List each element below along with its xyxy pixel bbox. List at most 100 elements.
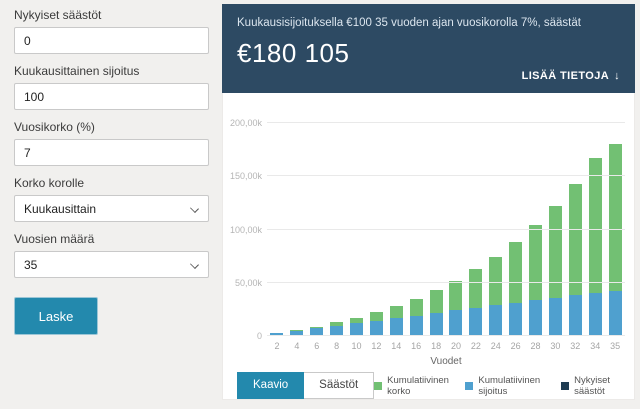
x-axis-ticks: 2 4 6 8 10 12 14 16 18 20 22 24 26 28 30 32 34 35 [267, 341, 625, 351]
x-axis-tick-label: 2 [274, 341, 280, 351]
bar-segment [429, 290, 443, 313]
bar-segment [369, 312, 383, 321]
tab-kaavio[interactable]: Kaavio [237, 372, 305, 399]
x-axis-tick-label: 32 [570, 341, 581, 351]
navy-swatch-icon [561, 381, 570, 390]
bar [545, 123, 565, 336]
bar [526, 123, 546, 336]
more-info-button[interactable]: LISÄÄ TIETOJA ↓ [522, 70, 620, 82]
bar [366, 123, 386, 336]
bar [446, 123, 466, 336]
calculate-button[interactable]: Laske [14, 297, 98, 335]
bar-segment [469, 307, 483, 336]
stacked-bar [449, 280, 463, 336]
result-hero: Kuukausisijoituksella €100 35 vuoden aja… [222, 4, 635, 93]
gridline [267, 122, 625, 123]
stacked-bar [568, 183, 582, 336]
stacked-bar [350, 317, 363, 336]
stacked-bar [548, 206, 562, 336]
bar-segment [548, 297, 562, 336]
x-axis-tick-label: 20 [450, 341, 461, 351]
bar-segment [409, 315, 423, 336]
bar [406, 123, 426, 336]
monthly-investment-label: Kuukausittainen sijoitus [14, 64, 140, 78]
bar-segment [449, 310, 463, 336]
compound-frequency-value: Kuukausittain [24, 201, 97, 216]
bar-segment [588, 292, 602, 336]
chevron-down-icon [190, 260, 199, 269]
bar-segment [310, 328, 324, 336]
x-axis-tick-label: 24 [490, 341, 501, 351]
stacked-bar [330, 322, 344, 336]
bar [267, 123, 287, 336]
stacked-bar [310, 326, 324, 336]
bar-segment [290, 330, 304, 331]
bar-segment [568, 183, 582, 296]
bar-segment [429, 313, 443, 336]
chart-card: 2 4 6 8 10 12 14 16 18 20 22 24 26 28 30 32 34 35 Vuodet … [222, 93, 635, 400]
bar-segment [529, 225, 543, 301]
bar [466, 123, 486, 336]
annual-interest-label: Vuosikorko (%) [14, 120, 95, 134]
bar-segment [568, 295, 582, 336]
annual-interest-input[interactable] [14, 139, 209, 166]
x-axis-tick-label: 35 [610, 341, 621, 351]
stacked-bar [529, 225, 543, 336]
years-label: Vuosien määrä [14, 232, 95, 246]
legend-label: Kumulatiivinen korko [387, 374, 449, 397]
field-annual-interest: Vuosikorko (%) [14, 120, 209, 166]
bar [386, 123, 406, 336]
bar-segment [449, 280, 463, 311]
x-axis-tick-label: 10 [351, 341, 362, 351]
bar [426, 123, 446, 336]
x-axis-tick-label: 26 [510, 341, 521, 351]
compound-frequency-select[interactable]: Kuukausittain [14, 195, 209, 222]
bar-segment [310, 326, 324, 329]
bar-segment [529, 300, 543, 336]
bar [585, 123, 605, 336]
x-axis-tick-label: 8 [334, 341, 340, 351]
bar [327, 123, 347, 336]
bar [287, 123, 307, 336]
compound-frequency-label: Korko korolle [14, 176, 85, 190]
bar-segment [588, 158, 602, 293]
monthly-investment-input[interactable] [14, 83, 209, 110]
stacked-bar [270, 333, 284, 336]
y-axis-tick-label: 50,00k [234, 277, 262, 288]
legend-label: Kumulatiivinen sijoitus [478, 374, 541, 397]
stacked-bar [409, 298, 423, 336]
stacked-bar [489, 256, 503, 336]
years-value: 35 [24, 257, 38, 272]
x-axis-tick-label: 16 [411, 341, 422, 351]
years-select[interactable]: 35 [14, 251, 209, 278]
bar-segment [350, 317, 363, 324]
bar-segment [350, 323, 363, 336]
bar-segment [389, 318, 403, 336]
bar [565, 123, 585, 336]
bar-segment [469, 269, 483, 308]
bar [347, 123, 367, 336]
field-current-savings: Nykyiset säästöt [14, 8, 209, 54]
gridline [267, 281, 625, 283]
green-swatch-icon [374, 381, 383, 390]
bar-segment [389, 305, 403, 319]
x-axis-tick-label: 6 [314, 341, 320, 351]
bar [486, 123, 506, 336]
x-axis-tick-label: 28 [530, 341, 541, 351]
blue-swatch-icon [465, 381, 474, 390]
stacked-bar [389, 305, 403, 336]
legend-item-sijoitus: Kumulatiivinen sijoitus [465, 375, 548, 397]
legend-label: Nykyiset säästöt [574, 374, 611, 397]
view-tabs: Kaavio Säästöt [237, 372, 375, 399]
bar-segment [489, 256, 503, 306]
bar-segment [608, 291, 622, 336]
tab-saastot[interactable]: Säästöt [304, 372, 375, 399]
stacked-bar [608, 144, 622, 336]
x-axis-tick-label: 14 [391, 341, 402, 351]
x-axis-tick-label: 4 [294, 341, 300, 351]
calculator-form: Nykyiset säästöt Kuukausittainen sijoitu… [14, 6, 209, 335]
chart-footer: Kaavio Säästöt Kumulatiivinen korko Kumu… [237, 372, 625, 399]
gridline [267, 228, 625, 230]
bar-segment [509, 302, 523, 336]
current-savings-input[interactable] [14, 27, 209, 54]
